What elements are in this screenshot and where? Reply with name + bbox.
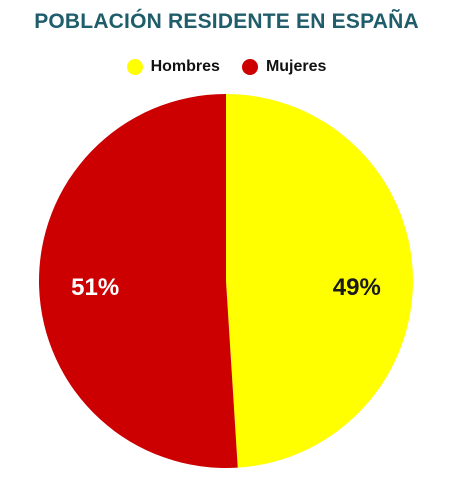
slice-label-hombres: 49% bbox=[333, 274, 381, 301]
legend-item-mujeres: Mujeres bbox=[241, 58, 327, 76]
pie-slice-hombres bbox=[226, 94, 414, 468]
legend-swatch-mujeres bbox=[241, 59, 258, 75]
legend-swatch-hombres bbox=[126, 59, 143, 75]
legend: Hombres Mujeres bbox=[0, 58, 453, 76]
chart-title: POBLACIÓN RESIDENTE EN ESPAÑA bbox=[34, 10, 419, 33]
slice-label-mujeres: 51% bbox=[71, 274, 119, 301]
legend-label-mujeres: Mujeres bbox=[265, 58, 327, 75]
pie-slice-mujeres bbox=[39, 94, 238, 468]
legend-label-hombres: Hombres bbox=[150, 58, 220, 75]
legend-item-hombres: Hombres bbox=[126, 58, 220, 76]
